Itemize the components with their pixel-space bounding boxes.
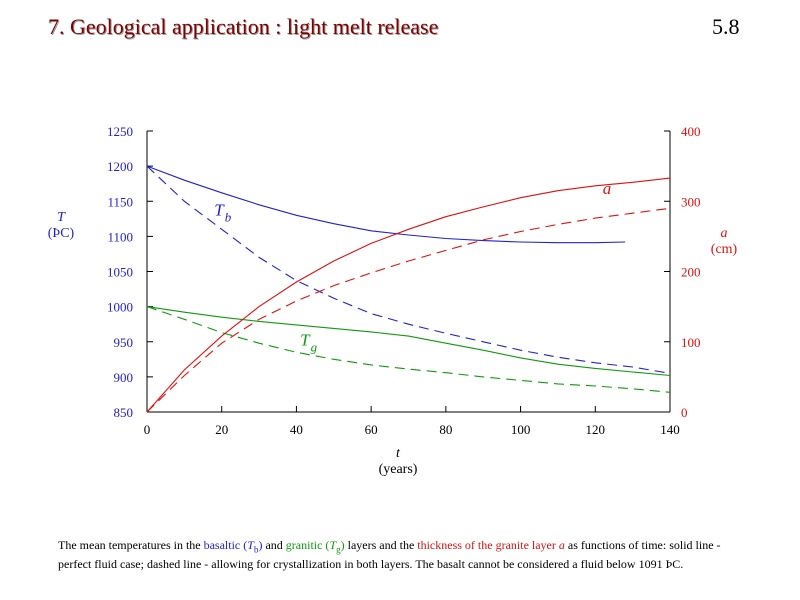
- series-line-a-solid: [146, 177, 671, 413]
- y-left-tick-label: 1200: [107, 159, 133, 174]
- y-left-tick-label: 1050: [107, 265, 133, 280]
- x-tick-label: 20: [215, 422, 228, 437]
- slide-number: 5.8: [712, 14, 740, 39]
- y-left-axis-unit: (ÞC): [47, 226, 75, 241]
- x-tick-label: 140: [660, 422, 680, 437]
- series-annotation-tg: Tg: [300, 330, 317, 354]
- caption-granitic-close: ): [340, 538, 345, 552]
- y-right-axis-unit: (cm): [710, 242, 738, 257]
- y-right-tick-label: 0: [681, 405, 688, 420]
- caption-basaltic-text: basaltic (: [203, 538, 248, 552]
- y-left-tick-label: 1000: [107, 300, 133, 315]
- series-line-a-dashed: [146, 207, 671, 413]
- y-right-tick-label: 200: [681, 265, 701, 280]
- y-right-tick-label: 400: [681, 124, 701, 139]
- caption-granitic: granitic (Tg): [285, 538, 345, 555]
- y-right-tick-label: 100: [681, 335, 701, 350]
- caption-tb-subscript: b: [253, 544, 259, 555]
- slide-title: 7. Geological application : light melt r…: [48, 14, 439, 39]
- caption-thickness-text: thickness of the granite layer: [417, 538, 559, 552]
- caption-thickness-symbol: a: [558, 538, 565, 552]
- caption-granitic-text: granitic (: [285, 538, 330, 552]
- y-left-tick-label: 1150: [107, 194, 133, 209]
- caption-thickness: thickness of the granite layer a: [417, 538, 565, 552]
- y-left-tick-label: 1250: [107, 124, 133, 139]
- series-annotation-a: a: [603, 179, 612, 198]
- caption-text-1: The mean temperatures in the: [58, 538, 204, 552]
- x-tick-label: 0: [144, 422, 151, 437]
- caption-basaltic: basaltic (Tb): [203, 538, 263, 555]
- y-left-tick-label: 950: [114, 335, 134, 350]
- figure-caption: The mean temperatures in the basaltic (T…: [58, 538, 738, 572]
- x-tick-label: 80: [439, 422, 452, 437]
- y-left-tick-label: 850: [114, 405, 134, 420]
- series-line-tg-solid: [146, 306, 671, 377]
- y-left-tick-label: 900: [114, 370, 134, 385]
- y-left-axis-title: T (ÞC): [40, 210, 82, 242]
- y-right-axis-label: a: [720, 226, 728, 241]
- y-left-axis-label: T: [57, 210, 65, 225]
- caption-text-2: and: [262, 538, 286, 552]
- x-axis-title: t (years): [368, 446, 428, 478]
- series-line-tb-dashed: [146, 165, 671, 374]
- x-tick-label: 100: [511, 422, 531, 437]
- x-axis-unit: (years): [378, 462, 418, 477]
- caption-basaltic-close: ): [258, 538, 263, 552]
- y-left-tick-label: 1100: [107, 229, 133, 244]
- y-right-axis-title: a (cm): [702, 226, 746, 258]
- caption-tg-subscript: g: [336, 544, 341, 555]
- x-tick-label: 60: [365, 422, 378, 437]
- x-tick-label: 120: [586, 422, 606, 437]
- series-line-tg-dashed: [146, 306, 671, 393]
- y-right-tick-label: 300: [681, 194, 701, 209]
- x-axis-label: t: [396, 446, 400, 461]
- x-tick-label: 40: [290, 422, 303, 437]
- caption-text-3: layers and the: [344, 538, 418, 552]
- caption-tb-symbol: T: [247, 538, 254, 552]
- series-line-tb-solid: [146, 165, 626, 244]
- series-annotation-tb: Tb: [214, 200, 231, 224]
- caption-tg-symbol: T: [329, 538, 337, 552]
- caption-text-4: as functions of time: solid line - perfe…: [58, 538, 721, 572]
